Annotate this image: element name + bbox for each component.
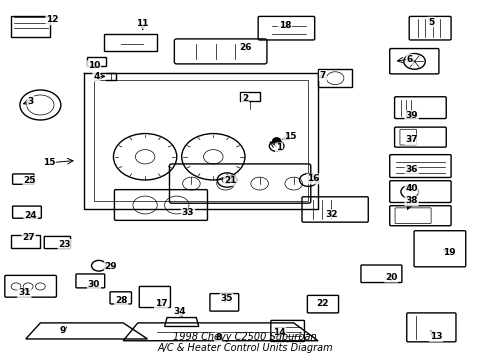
- Text: 7: 7: [320, 71, 326, 80]
- Text: 8: 8: [215, 333, 221, 342]
- Text: 28: 28: [115, 296, 127, 305]
- Text: 15: 15: [284, 132, 296, 141]
- Text: 36: 36: [405, 165, 418, 174]
- Text: 13: 13: [430, 332, 442, 341]
- Text: 21: 21: [224, 176, 237, 185]
- Text: 6: 6: [407, 55, 413, 64]
- Text: 24: 24: [24, 211, 37, 220]
- Text: 27: 27: [23, 233, 35, 242]
- Text: 15: 15: [43, 158, 55, 167]
- Text: 32: 32: [325, 210, 338, 219]
- Text: 2: 2: [242, 94, 248, 103]
- Text: 39: 39: [405, 111, 418, 120]
- Text: 20: 20: [385, 273, 397, 282]
- Circle shape: [273, 138, 281, 144]
- Text: 1: 1: [276, 143, 282, 152]
- Text: 4: 4: [93, 72, 99, 81]
- Text: 25: 25: [24, 176, 36, 185]
- Text: 26: 26: [239, 43, 251, 52]
- Text: 5: 5: [428, 18, 434, 27]
- Text: 17: 17: [155, 300, 168, 309]
- Text: 12: 12: [46, 15, 59, 24]
- Text: 19: 19: [443, 248, 456, 257]
- Text: 9: 9: [59, 326, 66, 335]
- Text: 40: 40: [405, 184, 418, 193]
- Text: 33: 33: [182, 208, 194, 217]
- Text: 30: 30: [88, 280, 100, 289]
- Text: 34: 34: [173, 307, 186, 316]
- Text: 18: 18: [279, 21, 291, 30]
- Text: 38: 38: [405, 196, 418, 205]
- Text: 37: 37: [405, 135, 418, 144]
- Text: 23: 23: [58, 240, 71, 249]
- Text: 3: 3: [27, 97, 34, 106]
- Text: 35: 35: [220, 294, 233, 303]
- Text: 16: 16: [307, 175, 319, 184]
- Text: 29: 29: [105, 262, 117, 271]
- Text: 22: 22: [317, 300, 329, 309]
- Text: 1998 Chevy C2500 Suburban
A/C & Heater Control Units Diagram: 1998 Chevy C2500 Suburban A/C & Heater C…: [157, 332, 333, 353]
- Text: 10: 10: [88, 61, 100, 70]
- Text: 31: 31: [18, 288, 30, 297]
- Text: 14: 14: [273, 328, 285, 337]
- Text: 11: 11: [136, 19, 149, 28]
